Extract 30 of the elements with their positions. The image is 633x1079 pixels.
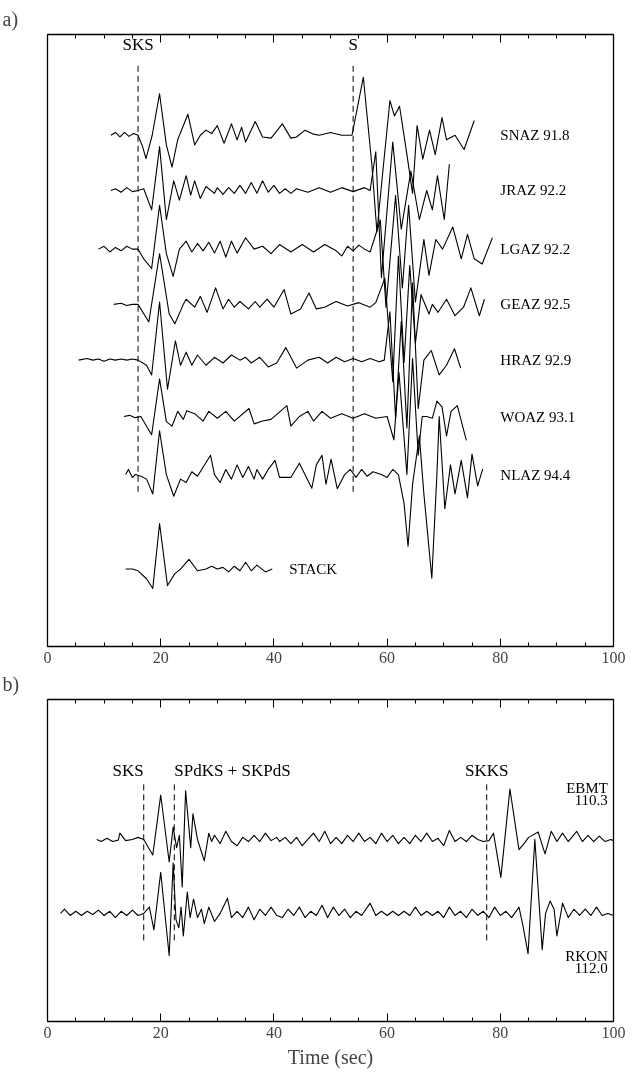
- ref-line-label: SKKS: [464, 760, 509, 780]
- x-tick-label: 80: [492, 1023, 509, 1041]
- ref-line-label: S: [348, 35, 358, 55]
- x-tick-label: 40: [265, 648, 282, 666]
- series-label: NLAZ 94.4: [500, 466, 571, 483]
- text: JRAZ 92.2: [500, 182, 567, 199]
- chart-title: a): [2, 7, 19, 31]
- ref-line-label: SPdKS + SKPdS: [174, 760, 291, 780]
- x-tick-label: 100: [601, 1023, 626, 1041]
- series-label: GEAZ 92.5: [500, 296, 571, 313]
- series-label: RKON 112.0: [565, 947, 609, 977]
- ref-line-label: SKS: [122, 35, 154, 55]
- x-tick-label: 100: [601, 648, 626, 666]
- x-tick-label: 20: [152, 1023, 169, 1041]
- series-label: LGAZ 92.2: [500, 241, 571, 258]
- x-tick-label: 60: [379, 1023, 396, 1041]
- x-tick-label: 0: [43, 648, 52, 666]
- chart-title: b): [2, 672, 20, 696]
- x-tick-label: 40: [265, 1023, 282, 1041]
- ref-line-label: SKS: [112, 760, 144, 780]
- x-tick-label: 80: [492, 648, 509, 666]
- text: HRAZ 92.9: [500, 352, 572, 369]
- x-tick-label: 60: [379, 648, 396, 666]
- series-label: STACK: [289, 561, 338, 578]
- series-label: EBMT 110.3: [566, 779, 608, 809]
- x-tick-label: 0: [43, 1023, 52, 1041]
- text: WOAZ 93.1: [500, 408, 576, 425]
- x-axis-title: Time (sec): [287, 1045, 374, 1069]
- x-tick-label: 20: [152, 648, 169, 666]
- series-label: SNAZ 91.8: [500, 127, 570, 144]
